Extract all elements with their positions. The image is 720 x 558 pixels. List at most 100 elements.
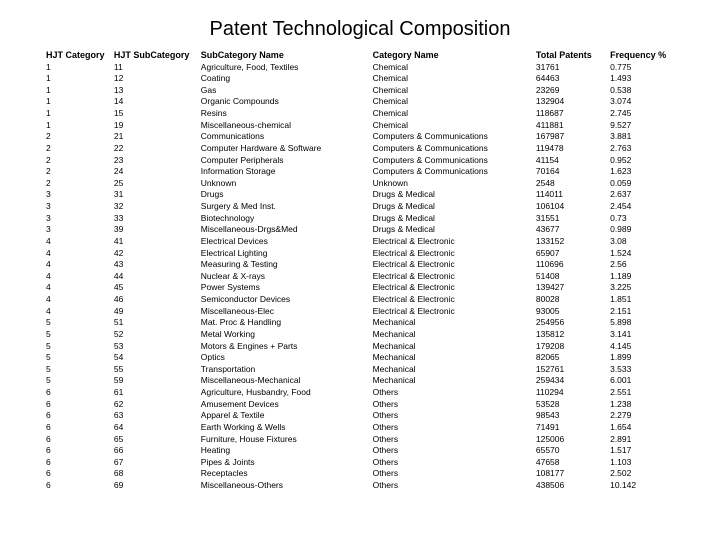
- cell: Information Storage: [199, 166, 371, 178]
- cell: Miscellaneous-Drgs&Med: [199, 224, 371, 236]
- cell: Amusement Devices: [199, 398, 371, 410]
- table-row: 221CommunicationsComputers & Communicati…: [44, 131, 676, 143]
- cell: 1: [44, 96, 112, 108]
- cell: Others: [371, 433, 534, 445]
- table-row: 115ResinsChemical1186872.745: [44, 108, 676, 120]
- cell: Computers & Communications: [371, 142, 534, 154]
- cell: 1.851: [608, 294, 676, 306]
- table-row: 664Earth Working & WellsOthers714911.654: [44, 421, 676, 433]
- table-row: 444Nuclear & X-raysElectrical & Electron…: [44, 270, 676, 282]
- cell: 1.189: [608, 270, 676, 282]
- cell: Drugs & Medical: [371, 201, 534, 213]
- cell: Unknown: [371, 177, 534, 189]
- cell: 179208: [534, 340, 608, 352]
- col-header-total-patents: Total Patents: [534, 49, 608, 61]
- cell: Chemical: [371, 61, 534, 73]
- table-row: 111Agriculture, Food, TextilesChemical31…: [44, 61, 676, 73]
- cell: 1: [44, 84, 112, 96]
- cell: 64: [112, 421, 199, 433]
- cell: Mechanical: [371, 328, 534, 340]
- cell: 2.502: [608, 468, 676, 480]
- cell: Power Systems: [199, 282, 371, 294]
- cell: Others: [371, 480, 534, 492]
- cell: 3: [44, 224, 112, 236]
- cell: Chemical: [371, 84, 534, 96]
- table-row: 663Apparel & TextileOthers985432.279: [44, 410, 676, 422]
- cell: Others: [371, 456, 534, 468]
- cell: Electrical & Electronic: [371, 294, 534, 306]
- cell: 19: [112, 119, 199, 131]
- cell: 3.08: [608, 235, 676, 247]
- cell: 167987: [534, 131, 608, 143]
- cell: 6: [44, 387, 112, 399]
- cell: 2.56: [608, 259, 676, 271]
- table-row: 449Miscellaneous-ElecElectrical & Electr…: [44, 305, 676, 317]
- table-row: 222Computer Hardware & SoftwareComputers…: [44, 142, 676, 154]
- table-row: 662Amusement DevicesOthers535281.238: [44, 398, 676, 410]
- header-row: HJT Category HJT SubCategory SubCategory…: [44, 49, 676, 61]
- cell: 69: [112, 480, 199, 492]
- table-container: HJT Category HJT SubCategory SubCategory…: [0, 49, 720, 491]
- cell: Mechanical: [371, 340, 534, 352]
- page-title: Patent Technological Composition: [0, 18, 720, 41]
- table-row: 225UnknownUnknown25480.059: [44, 177, 676, 189]
- table-row: 224Information StorageComputers & Commun…: [44, 166, 676, 178]
- cell: 6: [44, 468, 112, 480]
- table-row: 119Miscellaneous-chemicalChemical4118819…: [44, 119, 676, 131]
- cell: Chemical: [371, 108, 534, 120]
- cell: 3.533: [608, 363, 676, 375]
- cell: Others: [371, 421, 534, 433]
- cell: 2: [44, 177, 112, 189]
- cell: 63: [112, 410, 199, 422]
- table-row: 332Surgery & Med Inst.Drugs & Medical106…: [44, 201, 676, 213]
- table-row: 666HeatingOthers655701.517: [44, 445, 676, 457]
- cell: 2.763: [608, 142, 676, 154]
- cell: 2.551: [608, 387, 676, 399]
- cell: 2.151: [608, 305, 676, 317]
- cell: 59: [112, 375, 199, 387]
- cell: Mechanical: [371, 363, 534, 375]
- cell: 9.527: [608, 119, 676, 131]
- cell: 5: [44, 352, 112, 364]
- cell: 135812: [534, 328, 608, 340]
- cell: 5: [44, 375, 112, 387]
- table-row: 443Measuring & TestingElectrical & Elect…: [44, 259, 676, 271]
- cell: Biotechnology: [199, 212, 371, 224]
- patent-table: HJT Category HJT SubCategory SubCategory…: [44, 49, 676, 491]
- table-row: 112CoatingChemical644631.493: [44, 73, 676, 85]
- cell: 3.225: [608, 282, 676, 294]
- cell: 4: [44, 259, 112, 271]
- cell: Others: [371, 398, 534, 410]
- cell: 0.989: [608, 224, 676, 236]
- cell: 22: [112, 142, 199, 154]
- cell: 125006: [534, 433, 608, 445]
- cell: 6: [44, 456, 112, 468]
- table-row: 661Agriculture, Husbandry, FoodOthers110…: [44, 387, 676, 399]
- cell: 39: [112, 224, 199, 236]
- cell: Others: [371, 468, 534, 480]
- cell: 54: [112, 352, 199, 364]
- cell: 53528: [534, 398, 608, 410]
- cell: 118687: [534, 108, 608, 120]
- cell: Chemical: [371, 96, 534, 108]
- cell: Electrical Devices: [199, 235, 371, 247]
- cell: Metal Working: [199, 328, 371, 340]
- table-body: 111Agriculture, Food, TextilesChemical31…: [44, 61, 676, 491]
- cell: 71491: [534, 421, 608, 433]
- table-row: 331DrugsDrugs & Medical1140112.637: [44, 189, 676, 201]
- cell: 2.637: [608, 189, 676, 201]
- cell: Organic Compounds: [199, 96, 371, 108]
- cell: 65570: [534, 445, 608, 457]
- table-row: 552Metal WorkingMechanical1358123.141: [44, 328, 676, 340]
- cell: 41154: [534, 154, 608, 166]
- cell: 41: [112, 235, 199, 247]
- cell: 3.881: [608, 131, 676, 143]
- cell: 61: [112, 387, 199, 399]
- cell: 110696: [534, 259, 608, 271]
- cell: 132904: [534, 96, 608, 108]
- cell: Heating: [199, 445, 371, 457]
- cell: 3: [44, 189, 112, 201]
- cell: 3: [44, 212, 112, 224]
- cell: 43: [112, 259, 199, 271]
- table-row: 553Motors & Engines + PartsMechanical179…: [44, 340, 676, 352]
